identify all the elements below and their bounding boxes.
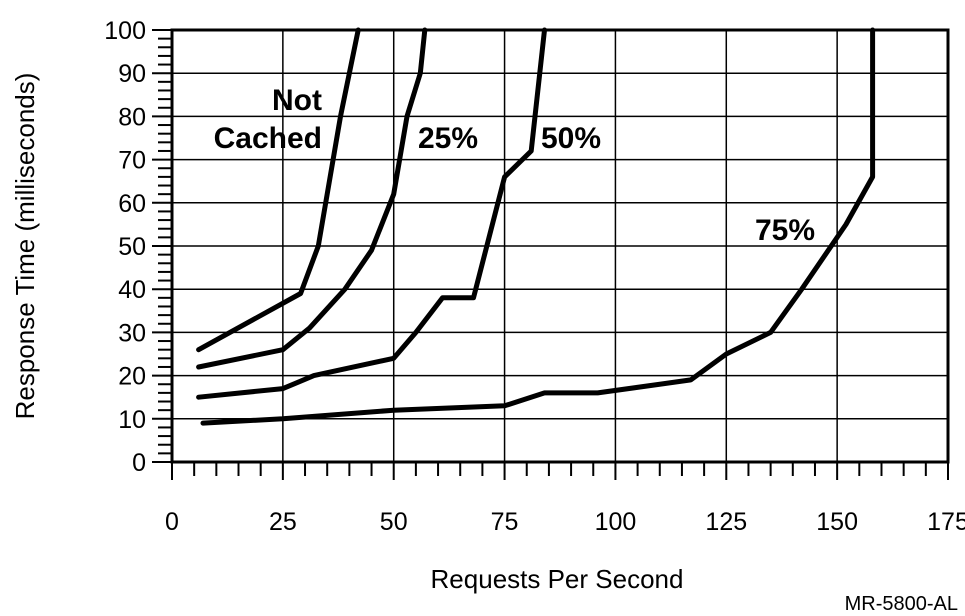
- series-lines: [196, 27, 876, 426]
- grid-lines: [172, 30, 948, 462]
- series-label-25: 25%: [418, 122, 478, 155]
- plot-frame: [170, 28, 950, 464]
- y-tick-label: 90: [118, 60, 146, 88]
- series-line-3: [196, 27, 547, 400]
- y-tick-label: 50: [118, 233, 146, 261]
- x-tick-label: 75: [491, 508, 519, 536]
- x-axis-title: Requests Per Second: [431, 564, 684, 594]
- y-tick-label: 40: [118, 276, 146, 304]
- y-tick-label: 70: [118, 147, 146, 175]
- figure-id: MR-5800-AL: [845, 593, 958, 615]
- x-tick-label: 25: [269, 508, 297, 536]
- x-tick-label: 175: [927, 508, 965, 536]
- x-tick-label: 100: [595, 508, 637, 536]
- y-tick-label: 80: [118, 103, 146, 131]
- y-tick-label: 0: [132, 449, 146, 477]
- series-line-4: [200, 27, 876, 426]
- series-line-2: [196, 27, 428, 370]
- x-tick-label: 150: [816, 508, 858, 536]
- y-tick-label: 60: [118, 190, 146, 218]
- x-tick-labels: 0 25 50 75 100 125 150 175: [165, 508, 965, 536]
- y-tick-label: 20: [118, 363, 146, 391]
- series-label-cached: Cached: [214, 122, 322, 155]
- x-tick-label: 125: [705, 508, 747, 536]
- x-tick-label: 0: [165, 508, 179, 536]
- series-label-not: Not: [272, 84, 322, 117]
- series-label-50: 50%: [541, 122, 601, 155]
- y-tick-label: 100: [104, 17, 146, 45]
- y-tick-label: 10: [118, 406, 146, 434]
- axis-ticks: [152, 29, 949, 480]
- series-label-75: 75%: [755, 214, 815, 247]
- series-line-1: [196, 27, 361, 353]
- y-tick-labels: 0 10 20 30 40 50 60 70 80 90 100: [104, 17, 146, 477]
- y-axis-title: Response Time (milliseconds): [10, 73, 40, 420]
- y-tick-label: 30: [118, 319, 146, 347]
- x-tick-label: 50: [380, 508, 408, 536]
